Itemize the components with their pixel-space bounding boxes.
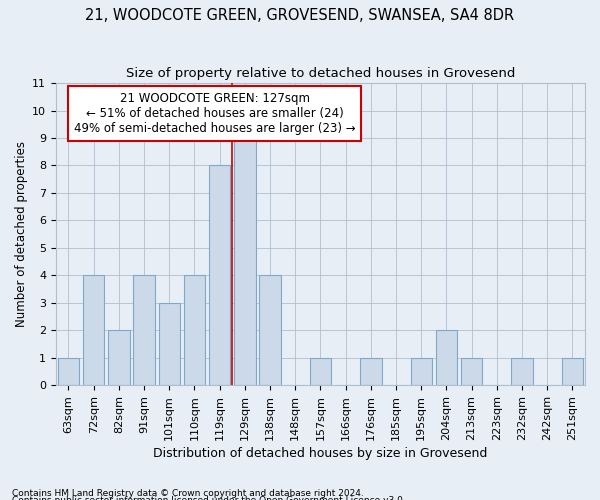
Bar [209, 166, 230, 385]
Bar [234, 138, 256, 385]
Bar [158, 303, 180, 385]
Bar [83, 276, 104, 385]
Bar [310, 358, 331, 385]
Bar [360, 358, 382, 385]
X-axis label: Distribution of detached houses by size in Grovesend: Distribution of detached houses by size … [153, 447, 488, 460]
Bar [562, 358, 583, 385]
Bar [58, 358, 79, 385]
Text: 21, WOODCOTE GREEN, GROVESEND, SWANSEA, SA4 8DR: 21, WOODCOTE GREEN, GROVESEND, SWANSEA, … [85, 8, 515, 22]
Bar [511, 358, 533, 385]
Text: 21 WOODCOTE GREEN: 127sqm
← 51% of detached houses are smaller (24)
49% of semi-: 21 WOODCOTE GREEN: 127sqm ← 51% of detac… [74, 92, 355, 135]
Title: Size of property relative to detached houses in Grovesend: Size of property relative to detached ho… [126, 68, 515, 80]
Bar [133, 276, 155, 385]
Bar [410, 358, 432, 385]
Bar [436, 330, 457, 385]
Bar [461, 358, 482, 385]
Y-axis label: Number of detached properties: Number of detached properties [15, 141, 28, 327]
Text: Contains public sector information licensed under the Open Government Licence v3: Contains public sector information licen… [12, 496, 406, 500]
Bar [259, 276, 281, 385]
Bar [184, 276, 205, 385]
Text: Contains HM Land Registry data © Crown copyright and database right 2024.: Contains HM Land Registry data © Crown c… [12, 488, 364, 498]
Bar [108, 330, 130, 385]
